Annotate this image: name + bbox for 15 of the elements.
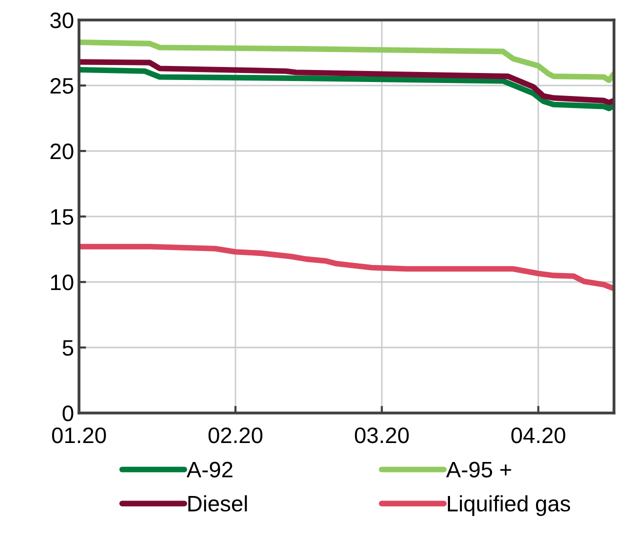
x-tick-label: 02.20 [208,427,262,444]
y-tick-label: 15 [51,209,74,225]
x-tick-label: 04.20 [511,427,566,444]
legend-label: A-95 + [446,462,512,478]
legend-label: Liquified gas [448,495,570,516]
y-tick-label: 30 [50,12,74,28]
legend-label: A-92 [186,462,232,478]
y-tick-label: 0 [62,406,74,422]
x-tick-label: 01.20 [52,427,106,444]
x-tick-label: 03.20 [354,427,409,444]
legend-label: Diesel [188,495,247,512]
y-tick-label: 10 [51,274,74,290]
y-tick-label: 5 [62,340,74,356]
y-tick-label: 25 [50,78,74,94]
y-tick-label: 20 [50,144,74,160]
